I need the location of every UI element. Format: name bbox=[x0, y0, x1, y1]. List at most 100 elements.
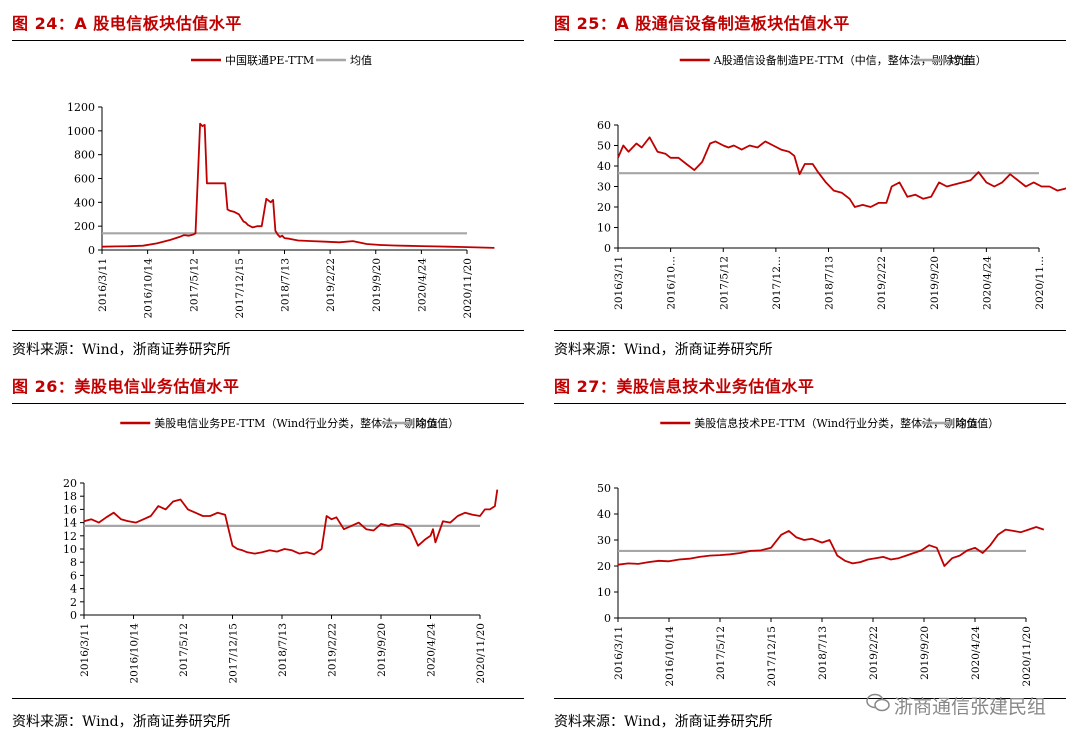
legend-label-mean: 均值 bbox=[350, 54, 372, 67]
chart-title: 图 25：A 股通信设备制造板块估值水平 bbox=[554, 14, 850, 33]
legend-label-series: 美股电信业务PE-TTM（Wind行业分类，整体法，剔除负值） bbox=[154, 416, 459, 430]
y-tick-label: 4 bbox=[70, 583, 77, 596]
y-tick-label: 0 bbox=[604, 612, 611, 625]
legend-label-mean: 均值 bbox=[956, 417, 978, 430]
x-tick-label: 2017/12/15 bbox=[234, 258, 246, 319]
y-tick-label: 0 bbox=[70, 609, 77, 622]
y-tick-label: 20 bbox=[597, 201, 611, 214]
y-tick-label: 60 bbox=[597, 119, 611, 132]
chart-title: 图 26：美股电信业务估值水平 bbox=[12, 377, 240, 396]
legend-label-mean: 均值 bbox=[416, 417, 438, 430]
y-tick-label: 400 bbox=[74, 196, 95, 209]
x-tick-label: 2017/5/12 bbox=[718, 256, 730, 310]
y-tick-label: 20 bbox=[597, 560, 611, 573]
watermark: 浙商通信张建民组 bbox=[866, 692, 1046, 719]
source-note: 资料来源：Wind，浙商证券研究所 bbox=[554, 342, 773, 358]
legend-label-series: 中国联通PE-TTM bbox=[225, 54, 314, 67]
x-tick-label: 2020/11/20 bbox=[462, 258, 474, 319]
chart-title: 图 24：A 股电信板块估值水平 bbox=[12, 14, 242, 33]
x-tick-label: 2019/9/20 bbox=[929, 256, 941, 310]
x-tick-label: 2016/3/11 bbox=[613, 256, 625, 310]
y-tick-label: 600 bbox=[74, 173, 95, 186]
x-tick-label: 2018/7/13 bbox=[277, 623, 289, 677]
x-tick-label: 2016/10/14 bbox=[129, 623, 141, 684]
x-tick-label: 2016/10/14 bbox=[664, 626, 676, 687]
title-rule bbox=[12, 40, 524, 41]
y-tick-label: 10 bbox=[597, 586, 611, 599]
title-rule bbox=[12, 403, 524, 404]
x-tick-label: 2019/2/22 bbox=[325, 258, 337, 312]
legend-label-series: A股通信设备制造PE-TTM（中信，整体法，剔除负值） bbox=[713, 53, 987, 67]
title-rule bbox=[554, 40, 1066, 41]
watermark-text: 浙商通信张建民组 bbox=[893, 696, 1046, 718]
y-tick-label: 16 bbox=[63, 503, 77, 516]
x-tick-label: 2016/10... bbox=[666, 256, 678, 310]
y-tick-label: 0 bbox=[88, 244, 95, 257]
x-tick-label: 2018/7/13 bbox=[817, 626, 829, 680]
x-tick-label: 2018/7/13 bbox=[280, 258, 292, 312]
y-tick-label: 10 bbox=[597, 222, 611, 235]
series-line bbox=[101, 122, 495, 249]
y-tick-label: 40 bbox=[597, 508, 611, 521]
wechat-icon bbox=[866, 693, 890, 718]
series-line bbox=[617, 136, 1066, 208]
x-tick-label: 2019/9/20 bbox=[919, 626, 931, 680]
chart-fig26: 美股电信业务PE-TTM（Wind行业分类，整体法，剔除负值）均值 0246810… bbox=[63, 416, 499, 684]
x-tick-label: 2020/4/24 bbox=[981, 256, 993, 310]
x-tick-label: 2020/11/20 bbox=[1021, 626, 1033, 687]
series-line bbox=[83, 489, 499, 556]
legend-label-series: 美股信息技术PE-TTM（Wind行业分类，整体法，剔除负值） bbox=[694, 416, 999, 430]
x-tick-label: 2017/12/15 bbox=[228, 623, 240, 684]
y-tick-label: 0 bbox=[604, 242, 611, 255]
x-tick-label: 2020/4/24 bbox=[416, 258, 428, 312]
chart-fig27: 美股信息技术PE-TTM（Wind行业分类，整体法，剔除负值）均值 0 10 20 30… bbox=[597, 416, 1045, 687]
x-tick-label: 2016/3/11 bbox=[613, 626, 625, 680]
y-tick-label: 1000 bbox=[67, 125, 95, 138]
x-tick-label: 2017/12... bbox=[771, 256, 783, 310]
y-tick-label: 30 bbox=[597, 534, 611, 547]
y-tick-label: 40 bbox=[597, 160, 611, 173]
x-tick-label: 2018/7/13 bbox=[824, 256, 836, 310]
y-tick-label: 14 bbox=[63, 517, 77, 530]
legend-label-mean: 均值 bbox=[949, 54, 971, 67]
y-tick-label: 50 bbox=[597, 140, 611, 153]
x-tick-label: 2019/2/22 bbox=[868, 626, 880, 680]
x-tick-label: 2017/5/12 bbox=[715, 626, 727, 680]
x-tick-label: 2016/3/11 bbox=[97, 258, 109, 312]
y-tick-label: 12 bbox=[63, 530, 77, 543]
source-rule bbox=[554, 330, 1066, 331]
title-rule bbox=[554, 403, 1066, 404]
y-tick-label: 200 bbox=[74, 220, 95, 233]
x-tick-label: 2016/10/14 bbox=[143, 258, 155, 319]
source-rule bbox=[12, 330, 524, 331]
y-tick-label: 30 bbox=[597, 181, 611, 194]
x-tick-label: 2020/4/24 bbox=[970, 626, 982, 680]
y-tick-label: 20 bbox=[63, 477, 77, 490]
y-tick-label: 1200 bbox=[67, 101, 95, 114]
chart-fig24: 中国联通PE-TTM 均值 0 200 400 600 800 1000 1200 2016/3/… bbox=[67, 54, 495, 319]
x-tick-label: 2020/4/24 bbox=[426, 623, 438, 677]
x-tick-label: 2020/11... bbox=[1034, 256, 1046, 310]
x-tick-label: 2019/9/20 bbox=[376, 623, 388, 677]
x-tick-label: 2019/2/22 bbox=[876, 256, 888, 310]
source-note: 资料来源：Wind，浙商证券研究所 bbox=[12, 342, 231, 358]
x-tick-label: 2016/3/11 bbox=[79, 623, 91, 677]
source-rule bbox=[12, 698, 524, 699]
x-tick-label: 2017/5/12 bbox=[178, 623, 190, 677]
chart-fig25: A股通信设备制造PE-TTM（中信，整体法，剔除负值）均值 0 10 20 30 40 50… bbox=[597, 53, 1066, 310]
chart-title: 图 27：美股信息技术业务估值水平 bbox=[554, 377, 815, 396]
y-tick-label: 10 bbox=[63, 543, 77, 556]
source-note: 资料来源：Wind，浙商证券研究所 bbox=[554, 714, 773, 730]
source-note: 资料来源：Wind，浙商证券研究所 bbox=[12, 714, 231, 730]
y-tick-label: 2 bbox=[70, 596, 77, 609]
series-line bbox=[617, 526, 1045, 567]
y-tick-label: 6 bbox=[70, 569, 77, 582]
x-tick-label: 2017/5/12 bbox=[188, 258, 200, 312]
x-tick-label: 2017/12/15 bbox=[766, 626, 778, 687]
source-rule bbox=[554, 698, 1066, 699]
x-tick-label: 2019/9/20 bbox=[371, 258, 383, 312]
y-tick-label: 18 bbox=[63, 490, 77, 503]
y-tick-label: 800 bbox=[74, 149, 95, 162]
y-tick-label: 50 bbox=[597, 482, 611, 495]
y-tick-label: 8 bbox=[70, 556, 77, 569]
